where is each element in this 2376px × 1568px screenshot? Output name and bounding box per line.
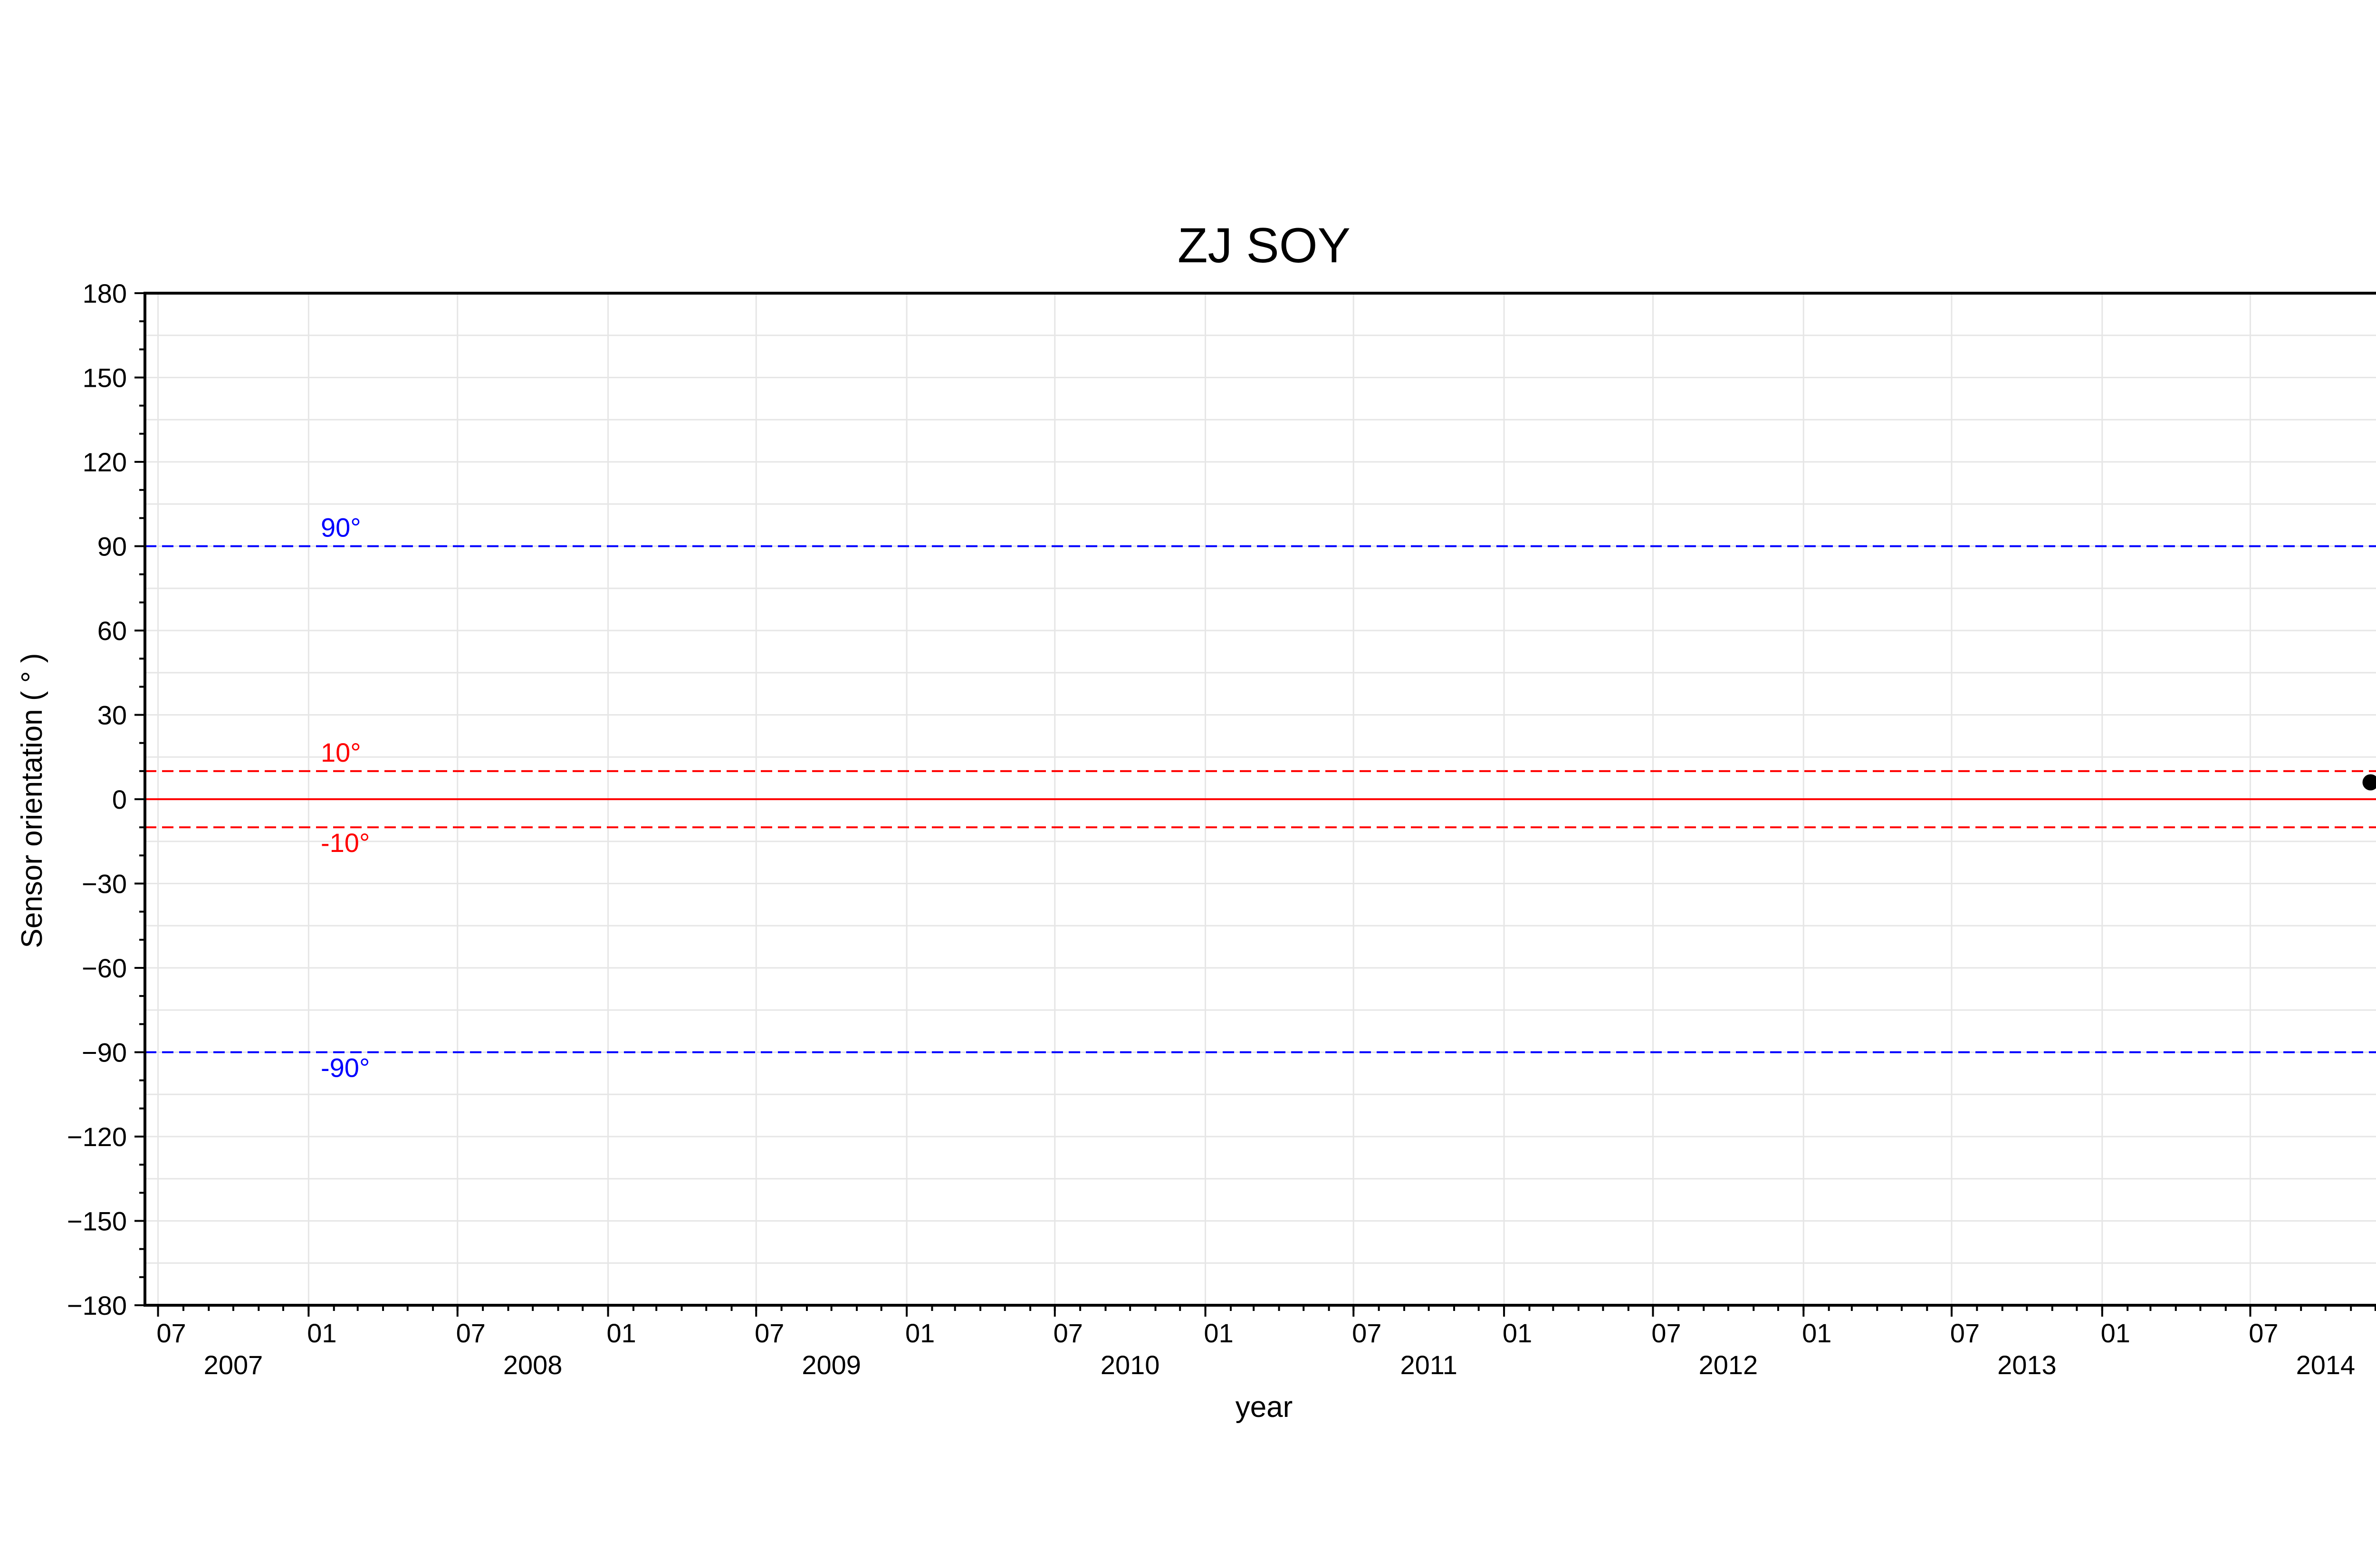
y-axis-label: Sensor orientation ( ° ): [16, 653, 48, 948]
x-tick-label-month: 07: [456, 1318, 486, 1348]
x-tick-label-year: 2014: [2296, 1350, 2356, 1380]
y-tick-label: −60: [82, 953, 127, 983]
y-tick-label: 0: [112, 784, 127, 814]
y-tick-label: 90: [97, 532, 127, 562]
x-tick-label-month: 07: [156, 1318, 186, 1348]
x-tick-label-month: 01: [905, 1318, 935, 1348]
x-tick-label-year: 2008: [503, 1350, 563, 1380]
x-tick-label-month: 07: [1054, 1318, 1083, 1348]
reference-line-label: -90°: [321, 1053, 370, 1083]
x-tick-label-year: 2012: [1699, 1350, 1758, 1380]
y-tick-label: 180: [83, 278, 127, 308]
data-point: [2362, 774, 2376, 791]
reference-lines: [145, 545, 2376, 1053]
data-points: [2362, 774, 2376, 791]
x-tick-label-month: 07: [1950, 1318, 1980, 1348]
x-tick-label-month: 01: [307, 1318, 336, 1348]
x-tick-label-month: 07: [1651, 1318, 1681, 1348]
x-tick-label-year: 2011: [1400, 1350, 1457, 1380]
y-tick-label: −150: [67, 1206, 127, 1236]
y-tick-labels: 180 150 120 90 60 30 0 −30 −60 −90 −120 −150 −180: [67, 278, 127, 1320]
x-tick-label-year: 2013: [1997, 1350, 2057, 1380]
chart-title: ZJ SOY: [1178, 218, 1351, 273]
y-tick-label: 120: [83, 447, 127, 477]
x-axis-label: year: [1236, 1391, 1293, 1424]
x-tick-label-month: 01: [1204, 1318, 1233, 1348]
axis-ticks: [134, 292, 2376, 1317]
x-tick-label-month: 01: [1503, 1318, 1532, 1348]
reference-line-label: -10°: [321, 828, 370, 858]
x-tick-label-month: 01: [606, 1318, 636, 1348]
grid: [145, 293, 2376, 1305]
x-tick-label-month: 07: [1352, 1318, 1381, 1348]
x-tick-labels: 07 2007 01 07 2008 01 07 2009 01 07 2010 01 07 2011 01…: [156, 1318, 2355, 1380]
x-tick-label-year: 2010: [1101, 1350, 1160, 1380]
reference-line-label: 10°: [321, 737, 361, 767]
x-tick-label-year: 2009: [802, 1350, 861, 1380]
y-tick-label: 150: [83, 363, 127, 393]
x-tick-label-month: 07: [755, 1318, 784, 1348]
x-tick-label-month: 01: [1802, 1318, 1831, 1348]
y-tick-label: −180: [67, 1291, 127, 1320]
x-tick-label-year: 2007: [204, 1350, 263, 1380]
y-tick-label: −120: [67, 1122, 127, 1152]
y-tick-label: 30: [97, 700, 127, 730]
reference-line-label: 90°: [321, 513, 361, 543]
y-tick-label: −90: [82, 1038, 127, 1068]
x-tick-label-month: 07: [2249, 1318, 2278, 1348]
x-tick-label-month: 01: [2101, 1318, 2130, 1348]
y-tick-label: −30: [82, 869, 127, 899]
y-tick-label: 60: [97, 616, 127, 646]
reference-line-labels: 90° 10° -10° -90°: [321, 513, 370, 1083]
